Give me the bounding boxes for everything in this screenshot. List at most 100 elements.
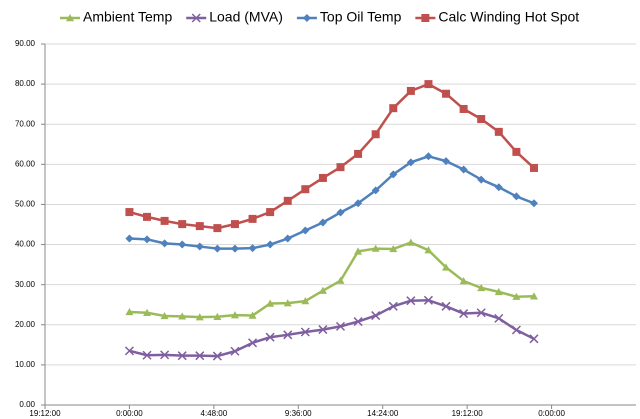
data-point: [494, 127, 503, 136]
data-point: [283, 330, 293, 340]
data-point: [459, 309, 469, 319]
legend-label: Calc Winding Hot Spot: [438, 9, 579, 25]
x-tick-label: 9:36:00: [285, 409, 312, 418]
x-tick-label: 19:12:00: [452, 409, 484, 418]
data-point: [213, 224, 222, 233]
data-point: [336, 276, 345, 284]
data-point: [124, 346, 134, 356]
data-point: [494, 183, 503, 192]
data-point: [336, 208, 345, 217]
data-point: [529, 199, 538, 208]
data-point: [423, 295, 433, 305]
data-point: [441, 301, 451, 311]
data-point: [160, 216, 169, 225]
data-point: [406, 158, 415, 167]
data-point: [301, 297, 310, 305]
data-point: [476, 308, 486, 318]
data-point: [160, 311, 169, 320]
data-point: [266, 299, 275, 307]
data-point: [529, 334, 539, 344]
x-tick-label: 19:12:00: [29, 409, 61, 418]
x-tick-label: 0:00:00: [116, 409, 143, 418]
data-point: [195, 313, 204, 321]
data-point: [353, 317, 363, 327]
data-point: [213, 244, 222, 253]
y-tick-label: 70.00: [15, 119, 36, 128]
data-point: [318, 286, 327, 294]
data-point: [459, 104, 468, 113]
data-point: [160, 350, 170, 360]
x-tick-label: 0:00:00: [538, 409, 565, 418]
data-point: [283, 196, 292, 205]
data-point: [195, 222, 204, 231]
data-point: [477, 175, 486, 184]
data-point: [388, 301, 398, 311]
data-point: [143, 235, 152, 244]
data-point: [335, 321, 346, 331]
data-point: [143, 212, 152, 221]
data-point: [300, 327, 310, 337]
data-point: [406, 86, 415, 95]
y-tick-label: 80.00: [15, 79, 36, 88]
data-point: [442, 263, 451, 271]
data-point: [248, 311, 257, 319]
data-point: [424, 152, 433, 161]
data-point: [143, 308, 152, 316]
data-point: [511, 325, 521, 335]
data-point: [512, 147, 521, 156]
legend-label: Top Oil Temp: [320, 9, 402, 25]
data-point: [178, 240, 187, 249]
data-point: [512, 192, 521, 201]
data-point: [230, 311, 239, 319]
data-point: [230, 220, 239, 229]
data-point: [354, 247, 363, 255]
data-point: [318, 218, 327, 227]
data-point: [142, 350, 152, 360]
data-point: [266, 208, 275, 217]
data-point: [424, 80, 433, 89]
y-tick-label: 50.00: [15, 200, 36, 209]
data-point: [459, 277, 468, 285]
y-tick-label: 40.00: [15, 240, 36, 249]
data-point: [371, 130, 380, 139]
y-tick-label: 60.00: [15, 159, 36, 168]
x-tick-label: 14:24:00: [367, 409, 399, 418]
data-point: [371, 186, 380, 195]
data-point: [248, 214, 257, 223]
data-point: [230, 244, 239, 253]
legend-marker: [302, 14, 311, 22]
y-tick-label: 10.00: [15, 360, 36, 369]
data-point: [212, 351, 222, 361]
data-point: [213, 312, 222, 320]
legend-marker: [421, 14, 430, 22]
data-point: [442, 89, 451, 98]
data-point: [529, 163, 538, 172]
data-point: [371, 244, 380, 252]
data-point: [160, 239, 169, 248]
data-point: [406, 296, 416, 306]
x-tick-label: 4:48:00: [201, 409, 228, 418]
data-point: [301, 226, 310, 235]
legend-marker: [191, 13, 201, 23]
data-point: [371, 311, 381, 321]
data-point: [406, 238, 415, 246]
data-point: [125, 208, 134, 217]
series-line: [129, 241, 535, 319]
data-point: [125, 307, 134, 316]
data-point: [336, 163, 345, 172]
y-tick-label: 90.00: [15, 39, 36, 48]
data-point: [178, 312, 187, 320]
data-point: [477, 115, 486, 124]
series-line: [129, 155, 535, 250]
data-point: [494, 313, 504, 323]
data-point: [301, 185, 310, 194]
data-point: [389, 104, 398, 113]
data-point: [389, 170, 398, 179]
data-point: [195, 242, 204, 251]
data-point: [177, 351, 187, 361]
data-point: [283, 299, 292, 307]
data-point: [424, 246, 433, 254]
data-point: [477, 283, 486, 292]
data-point: [442, 157, 451, 166]
